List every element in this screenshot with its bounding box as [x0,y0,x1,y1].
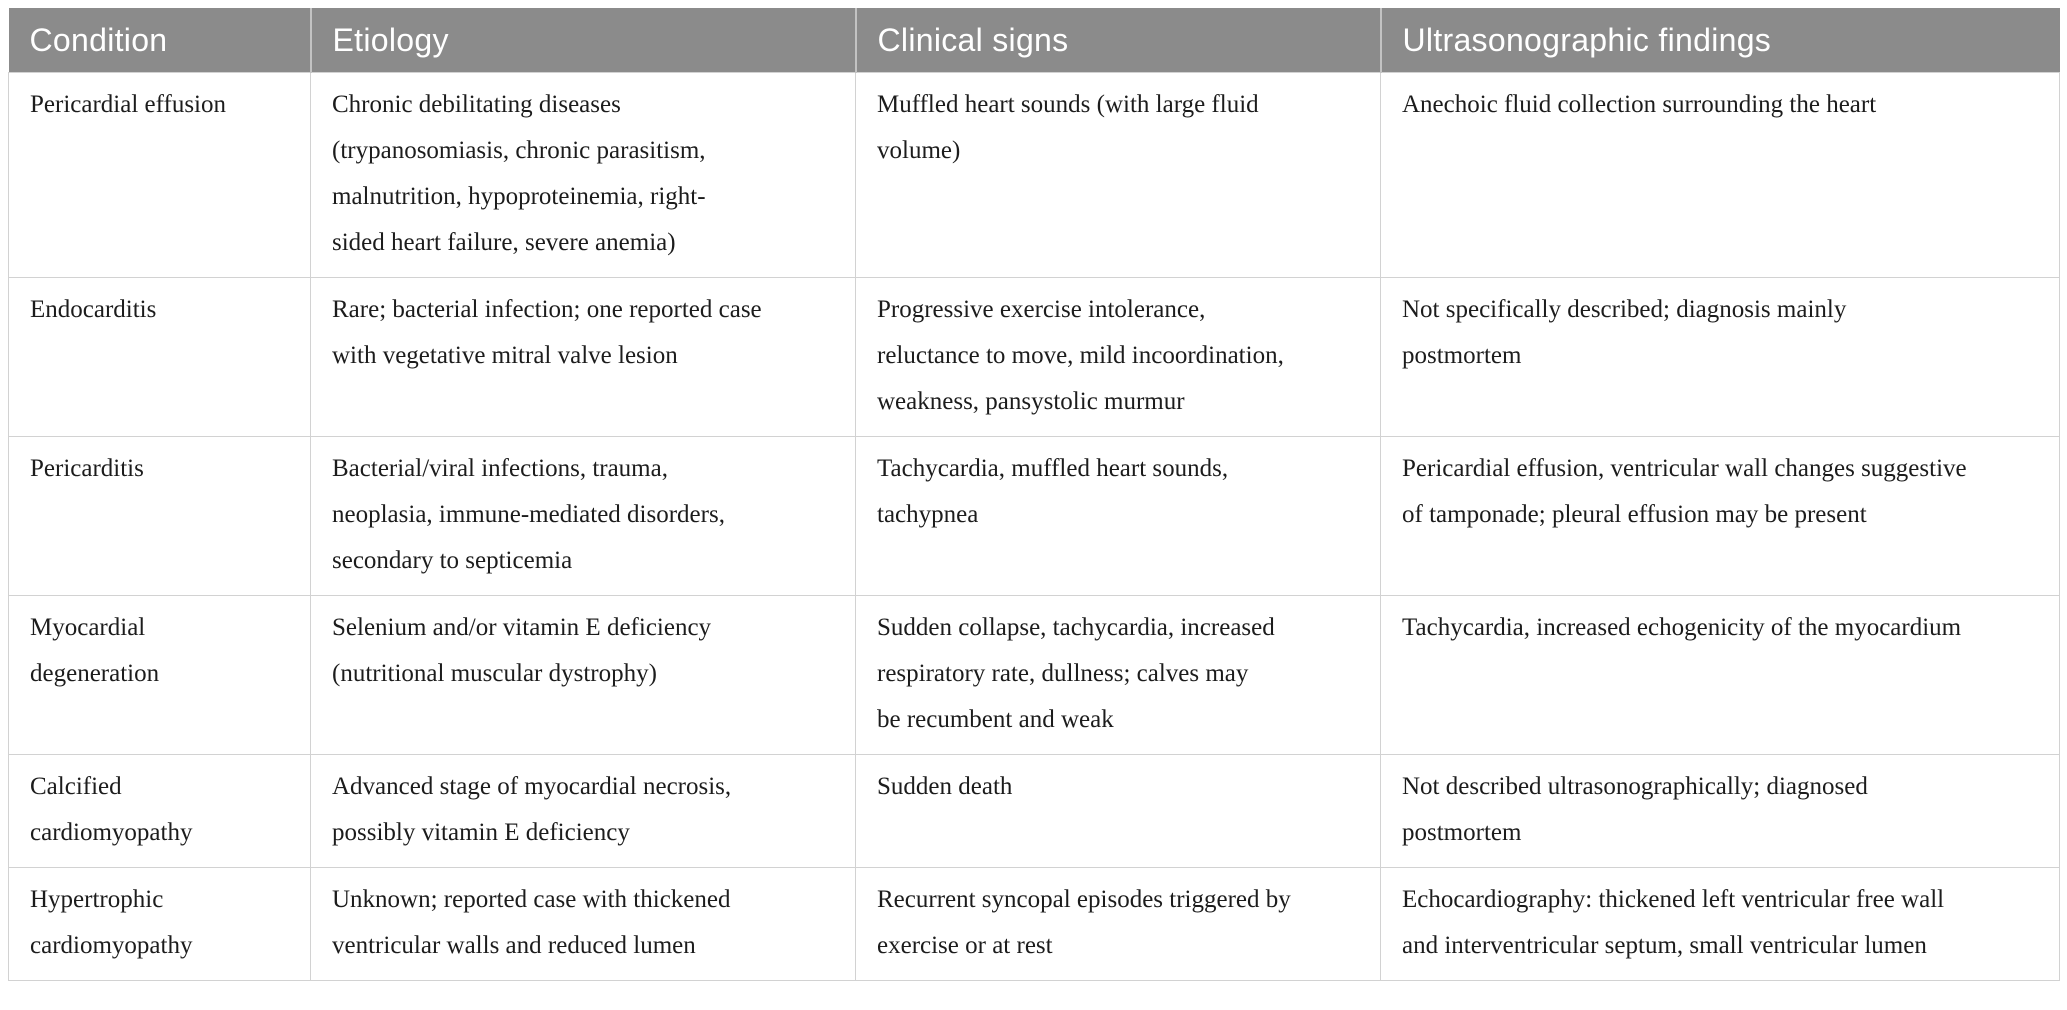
column-header-condition: Condition [8,8,311,73]
table-row-pericarditis: Pericarditis Bacterial/viral infections,… [8,436,2060,596]
cell-ultrasonographic-findings: Pericardial effusion, ventricular wall c… [1380,436,2060,596]
cell-clinical-signs: Progressive exercise intolerance, reluct… [855,277,1381,437]
cell-ultrasonographic-findings: Not specifically described; diagnosis ma… [1380,277,2060,437]
column-header-ultrasonographic-findings: Ultrasonographic findings [1379,8,2060,73]
table-row-calcified-cardiomyopathy: Calcified cardiomyopathy Advanced stage … [8,754,2060,868]
cell-etiology: Rare; bacterial infection; one reported … [310,277,856,437]
cell-clinical-signs: Muffled heart sounds (with large fluid v… [855,72,1381,278]
cell-etiology: Advanced stage of myocardial necrosis, p… [310,754,856,868]
cell-etiology: Unknown; reported case with thickened ve… [310,867,856,981]
cell-clinical-signs: Sudden collapse, tachycardia, increased … [855,595,1381,755]
cell-ultrasonographic-findings: Tachycardia, increased echogenicity of t… [1380,595,2060,755]
cell-ultrasonographic-findings: Anechoic fluid collection surrounding th… [1380,72,2060,278]
table-row-myocardial-degeneration: Myocardial degeneration Selenium and/or … [8,595,2060,755]
cell-condition: Hypertrophic cardiomyopathy [8,867,311,981]
table-row-hypertrophic-cardiomyopathy: Hypertrophic cardiomyopathy Unknown; rep… [8,867,2060,981]
table-row-endocarditis: Endocarditis Rare; bacterial infection; … [8,277,2060,437]
cell-ultrasonographic-findings: Not described ultrasonographically; diag… [1380,754,2060,868]
column-header-etiology: Etiology [309,8,856,73]
column-header-clinical-signs: Clinical signs [854,8,1381,73]
cell-condition: Pericarditis [8,436,311,596]
cell-etiology: Selenium and/or vitamin E deficiency (nu… [310,595,856,755]
table-row-pericardial-effusion: Pericardial effusion Chronic debilitatin… [8,72,2060,278]
cell-clinical-signs: Tachycardia, muffled heart sounds, tachy… [855,436,1381,596]
cell-clinical-signs: Recurrent syncopal episodes triggered by… [855,867,1381,981]
cell-condition: Pericardial effusion [8,72,311,278]
header-row: Condition Etiology Clinical signs Ultras… [8,8,2060,73]
cell-condition: Calcified cardiomyopathy [8,754,311,868]
cell-etiology: Chronic debilitating diseases (trypanoso… [310,72,856,278]
cell-ultrasonographic-findings: Echocardiography: thickened left ventric… [1380,867,2060,981]
cell-clinical-signs: Sudden death [855,754,1381,868]
cell-condition: Myocardial degeneration [8,595,311,755]
cell-etiology: Bacterial/viral infections, trauma, neop… [310,436,856,596]
bovine-cardiac-conditions-table: Condition Etiology Clinical signs Ultras… [8,8,2060,981]
cell-condition: Endocarditis [8,277,311,437]
